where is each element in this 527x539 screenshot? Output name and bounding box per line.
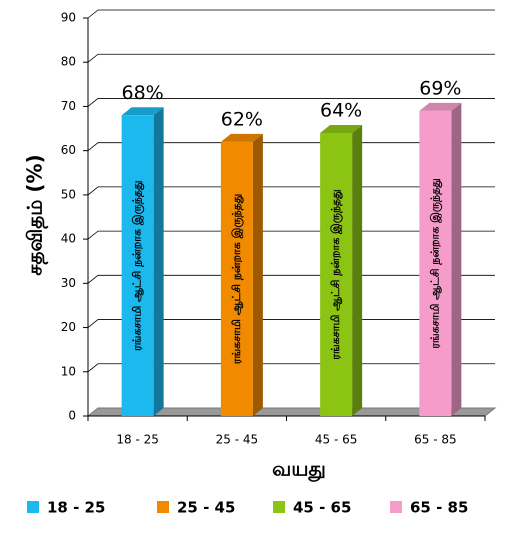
x-tick-label: 18 - 25 [116, 433, 159, 447]
legend-swatch [27, 501, 39, 513]
y-tick-label: 90 [61, 11, 76, 25]
legend-label: 18 - 25 [47, 499, 105, 517]
legend-label: 25 - 45 [177, 499, 235, 517]
y-tick-label: 60 [61, 143, 76, 157]
x-tick-label: 25 - 45 [216, 433, 259, 447]
y-tick-label: 70 [61, 99, 76, 113]
bar-text: ரங்கசாமி ஆட்சி நன்றாக இருந்தது [428, 178, 442, 348]
bar-top [419, 102, 462, 111]
x-axis-title: வயது [272, 457, 326, 483]
value-label: 68% [122, 82, 164, 104]
bar-text: ரங்கசாமி ஆட்சி நன்றாக இருந்தது [131, 180, 145, 350]
grid-line [87, 274, 495, 284]
bar-top [320, 124, 363, 133]
legend-swatch [157, 501, 169, 513]
bar [320, 132, 353, 416]
bar-top [220, 133, 263, 142]
bar [121, 115, 154, 417]
bar-side [352, 124, 363, 416]
y-tick-label: 30 [61, 276, 76, 290]
legend-swatch [273, 501, 285, 513]
bar [419, 110, 452, 416]
bar-side [252, 133, 263, 417]
grid-line [87, 53, 495, 63]
bar-text: ரங்கசாமி ஆட்சி நன்றாக இருந்தது [230, 194, 244, 364]
grid-line [87, 142, 495, 151]
legend-label: 65 - 85 [410, 499, 468, 517]
bar-side [153, 107, 164, 417]
bar-top [121, 107, 164, 116]
grid-line [87, 230, 495, 240]
legend-label: 45 - 65 [293, 499, 351, 517]
grid-line [87, 186, 495, 196]
grid-line [87, 363, 495, 373]
y-tick-label: 20 [61, 320, 76, 334]
y-tick-label: 50 [61, 187, 76, 201]
bar-side [451, 102, 462, 416]
legend-swatch [390, 501, 402, 513]
y-axis-title: சதவிதம் (%) [23, 154, 49, 275]
y-tick-label: 40 [61, 232, 76, 246]
y-tick-label: 0 [68, 409, 76, 423]
grid-line [87, 9, 495, 19]
bar [220, 141, 253, 417]
value-label: 62% [221, 108, 263, 130]
value-label: 64% [320, 99, 362, 121]
bar-text: ரங்கசாமி ஆட்சி நன்றாக இருந்தது [329, 189, 343, 359]
x-tick-label: 65 - 85 [414, 433, 457, 447]
grid-line [87, 98, 495, 107]
x-tick-label: 45 - 65 [315, 433, 358, 447]
y-tick-label: 10 [61, 364, 76, 378]
value-label: 69% [419, 77, 461, 99]
y-tick-label: 80 [61, 55, 76, 69]
grid-line [87, 319, 495, 328]
